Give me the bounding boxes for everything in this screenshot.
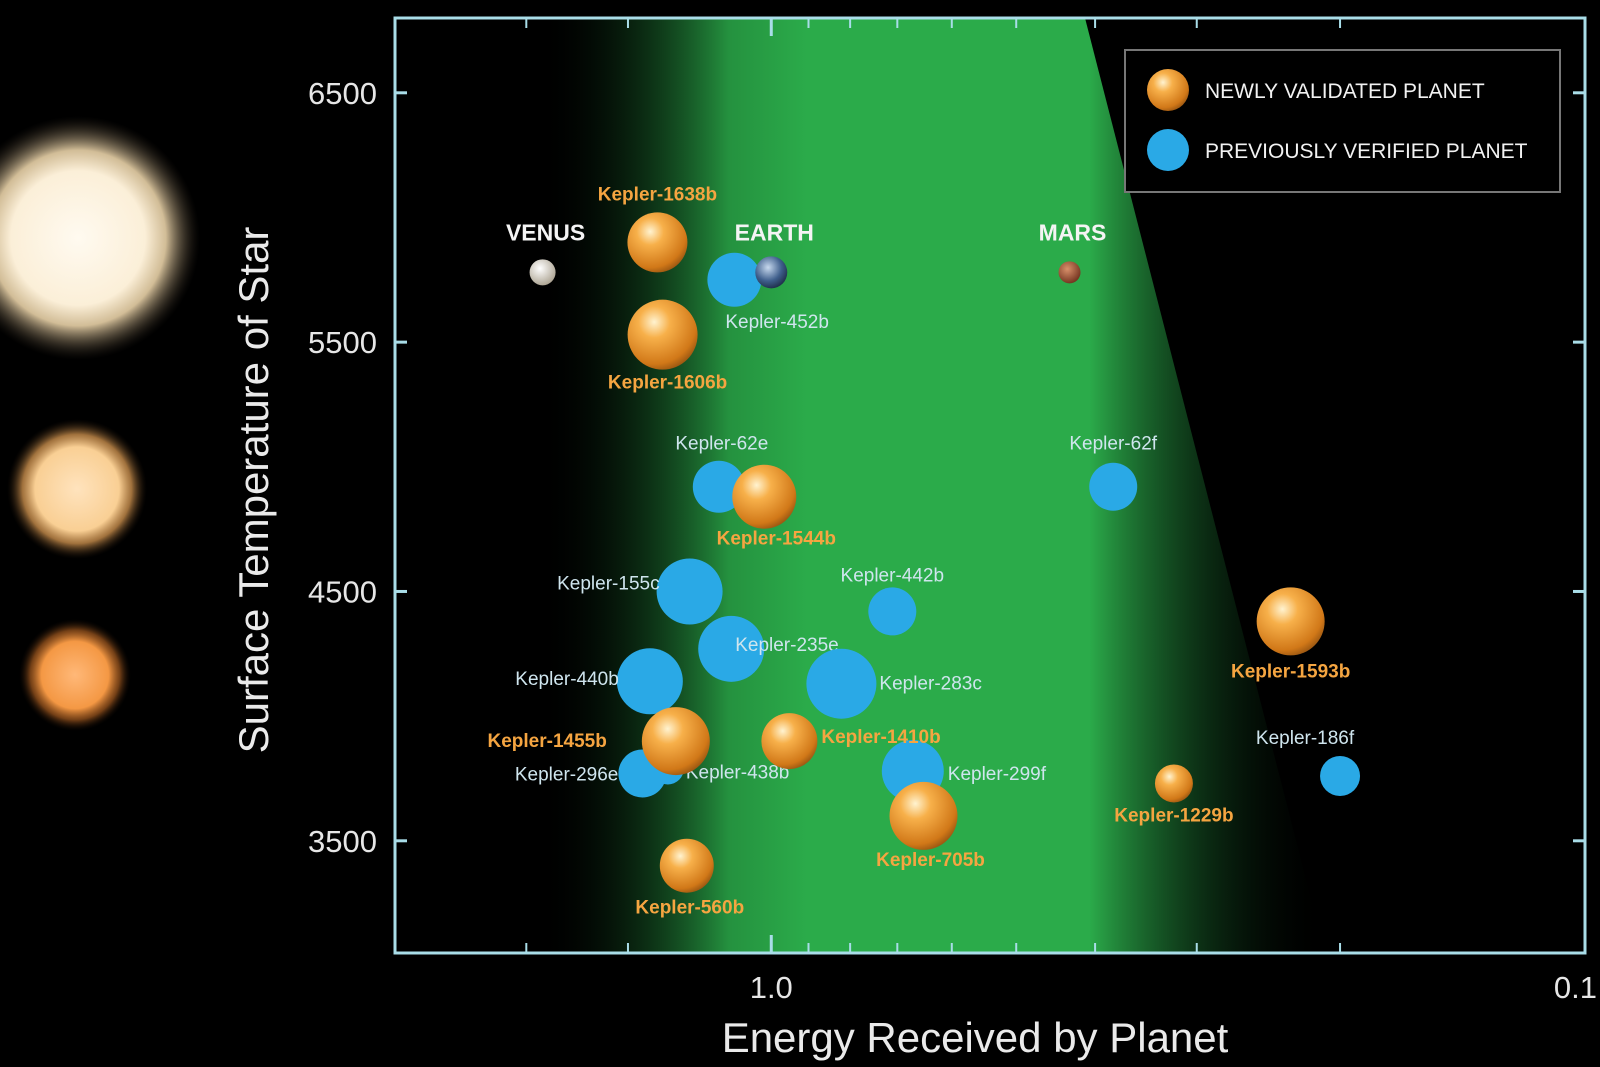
- legend-box: [1124, 49, 1561, 193]
- kepler-1410b-bubble: [761, 713, 818, 770]
- kepler-155c-label: Kepler-155c: [557, 573, 659, 594]
- legend: NEWLY VALIDATED PLANET PREVIOUSLY VERIFI…: [1124, 49, 1561, 193]
- kepler-296e-label: Kepler-296e: [515, 764, 619, 785]
- kepler-560b-bubble: [659, 838, 714, 893]
- kepler-283c-label: Kepler-283c: [879, 674, 981, 695]
- kepler-452b-label: Kepler-452b: [725, 312, 829, 333]
- kepler-155c-bubble: [656, 558, 723, 625]
- kepler-1455b-bubble: [641, 707, 710, 776]
- kepler-442b-label: Kepler-442b: [841, 565, 945, 586]
- plot-frame: [393, 16, 1587, 955]
- kepler-1229b-label: Kepler-1229b: [1114, 805, 1233, 826]
- kepler-235e-label: Kepler-235e: [735, 635, 839, 656]
- x-axis-title: Energy Received by Planet: [722, 1014, 1229, 1061]
- kepler-1638b-label: Kepler-1638b: [598, 184, 717, 205]
- y-axis-title: Surface Temperature of Star: [230, 227, 277, 754]
- kepler-1455b-label: Kepler-1455b: [487, 731, 606, 752]
- y-tick-label: 6500: [308, 76, 377, 111]
- x-tick-label: 1.0: [750, 970, 793, 1005]
- legend-new-marker: [1147, 69, 1189, 111]
- kepler-1606b-bubble: [627, 299, 698, 370]
- star-icon-hot: [0, 116, 200, 360]
- kepler-186f-label: Kepler-186f: [1256, 728, 1355, 749]
- kepler-440b-label: Kepler-440b: [515, 669, 619, 690]
- kepler-1593b-bubble: [1256, 587, 1325, 656]
- y-tick-label: 4500: [308, 574, 377, 609]
- kepler-62f-bubble: [1089, 462, 1138, 511]
- kepler-442b-bubble: [868, 587, 917, 636]
- mars-planet: [1058, 261, 1081, 284]
- habitable-zone-band: [540, 18, 1325, 953]
- legend-new-label: NEWLY VALIDATED PLANET: [1205, 80, 1485, 103]
- kepler-1544b-label: Kepler-1544b: [717, 529, 836, 550]
- y-tick-label: 5500: [308, 325, 377, 360]
- kepler-1229b-bubble: [1154, 764, 1193, 803]
- kepler-560b-label: Kepler-560b: [635, 898, 744, 919]
- kepler-62e-label: Kepler-62e: [675, 434, 768, 455]
- star-icon-cool: [19, 619, 131, 731]
- kepler-705b-label: Kepler-705b: [876, 850, 985, 871]
- x-tick-label: 0.1: [1554, 970, 1597, 1005]
- kepler-299f-label: Kepler-299f: [948, 764, 1047, 785]
- kepler-438b-label: Kepler-438b: [686, 762, 790, 783]
- kepler-1638b-bubble: [627, 212, 688, 273]
- kepler-1410b-label: Kepler-1410b: [821, 727, 940, 748]
- kepler-186f-bubble: [1320, 755, 1361, 796]
- kepler-62f-label: Kepler-62f: [1069, 434, 1157, 455]
- kepler-235e-bubble: [698, 615, 765, 682]
- kepler-283c-bubble: [806, 648, 877, 719]
- mars-label: MARS: [1039, 219, 1107, 245]
- venus-label: VENUS: [506, 219, 585, 245]
- legend-verified-label: PREVIOUSLY VERIFIED PLANET: [1205, 140, 1528, 163]
- venus-planet: [529, 259, 556, 286]
- kepler-440b-bubble: [616, 648, 683, 715]
- star-icon-warm: [7, 419, 147, 559]
- legend-verified-marker: [1147, 129, 1189, 171]
- kepler-1544b-bubble: [732, 464, 797, 529]
- y-tick-label: 3500: [308, 824, 377, 859]
- earth-planet: [755, 256, 788, 289]
- kepler-1606b-label: Kepler-1606b: [608, 373, 727, 394]
- kepler-62e-bubble: [692, 460, 745, 513]
- kepler-452b-bubble: [707, 252, 762, 307]
- kepler-1593b-label: Kepler-1593b: [1231, 661, 1350, 682]
- kepler-705b-bubble: [889, 781, 958, 850]
- earth-label: EARTH: [735, 219, 814, 245]
